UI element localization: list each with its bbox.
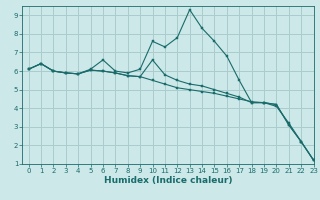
X-axis label: Humidex (Indice chaleur): Humidex (Indice chaleur) (104, 176, 232, 185)
